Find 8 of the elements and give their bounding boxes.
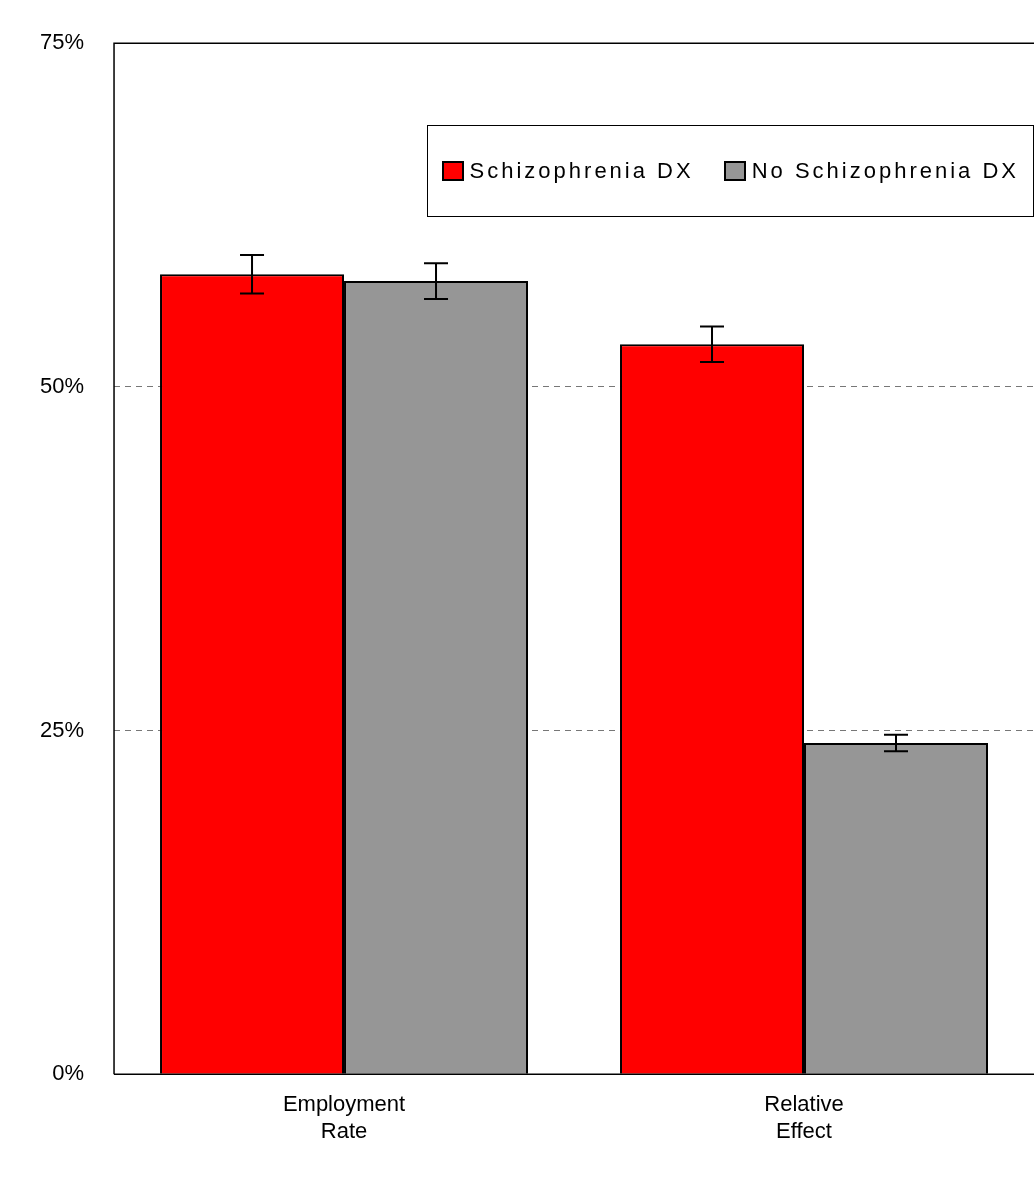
y-tick-label: 25% bbox=[39, 716, 85, 742]
legend-label: Schizophrenia DX bbox=[469, 158, 694, 185]
y-tick-label: 75% bbox=[39, 29, 85, 55]
x-tick-label: Relative Effect bbox=[764, 1091, 844, 1143]
x-tick-label: Employment Rate bbox=[282, 1091, 406, 1143]
y-tick-label: 50% bbox=[39, 372, 85, 398]
y-tick-label: 0% bbox=[52, 1060, 85, 1086]
legend-label: No Schizophrenia DX bbox=[751, 158, 1019, 185]
